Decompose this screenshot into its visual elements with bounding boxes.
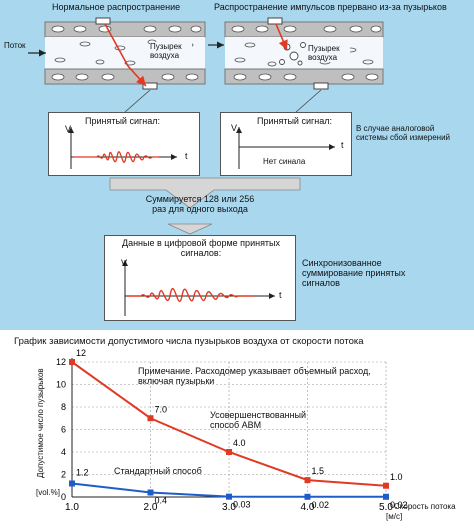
sum-arrow [109,177,301,209]
series-label-standard: Стандартный способ [114,466,202,476]
data-label: 0.02 [390,500,408,510]
right-pipe-title: Распространение импульсов прервано из-за… [214,2,447,12]
x-tick-label: 5.0 [379,502,393,513]
data-label: 0.4 [155,496,168,506]
series-label-improved: Усовершенствованный способ ABM [210,410,307,430]
x-tick-label: 3.0 [222,502,236,513]
v-axis-label-digital: V [121,258,128,268]
received-signal-box-left: Принятый сигнал: V t [48,112,200,176]
chart-note: Примечание. Расходомер указывает объемны… [138,366,371,386]
data-point [147,489,154,496]
y-tick-label: 8 [61,402,66,412]
sum-text: Суммируется 128 или 256 раз для одного в… [145,194,255,214]
t-axis-label-right: t [341,140,344,150]
y-tick-label: 6 [61,425,66,435]
y-tick-label: 4 [61,447,66,457]
data-label: 7.0 [155,404,168,414]
waveform-summed [122,260,275,316]
y-tick-label: 12 [56,357,66,367]
y-axis-unit: [vol.%] [36,488,61,497]
data-label: 0.02 [312,500,330,510]
data-point [69,480,75,487]
x-tick-label: 4.0 [301,502,315,513]
right-pipe [224,17,384,90]
data-point [69,359,75,365]
y-tick-label: 0 [61,492,66,502]
data-label: 1.2 [76,468,89,478]
v-axis-label-right: V [231,123,238,133]
y-tick-label: 2 [61,470,66,480]
received-signal-caption-left: Принятый сигнал: [85,116,161,126]
x-tick-label: 2.0 [144,502,158,513]
y-tick-label: 10 [56,380,66,390]
data-point [383,493,389,500]
data-point [226,449,232,455]
data-point [304,477,311,484]
x-tick-label: 1.0 [65,502,79,513]
v-axis-label-left: V [65,124,72,134]
data-label: 1.5 [312,466,325,476]
digital-signal-box: Данные в цифровой форме принятых сигнало… [104,235,296,321]
bubble-label-left: Пузырек воздуха [150,42,192,60]
flow-label: Поток [4,41,26,50]
data-label: 12 [76,348,86,358]
bubble-label-right: Пузырек воздуха [308,44,350,62]
received-signal-caption-right: Принятый сигнал: [257,116,333,126]
left-pipe-title: Нормальное распространение [52,2,181,12]
x-axis-unit: [м/с] [386,512,403,521]
data-point [383,482,389,489]
data-label: 0.03 [233,500,251,510]
y-axis-label: Допустимое число пузырьков [36,368,45,478]
data-point [226,493,232,500]
data-point [147,415,154,422]
waveform-left [68,127,177,169]
t-axis-label-digital: t [279,290,282,300]
digital-caption: Данные в цифровой форме принятых сигнало… [121,238,281,258]
received-signal-box-right: Принятый сигнал: V t Нет синала [220,112,352,176]
chart-title: График зависимости допустимого числа пуз… [14,336,364,347]
no-signal-label: Нет синала [263,157,306,166]
data-label: 1.0 [390,472,403,482]
flat-signal-right [236,127,335,169]
analog-note: В случае аналоговой системы сбой измерен… [356,124,451,142]
data-label: 4.0 [233,438,246,448]
data-point [304,493,311,500]
t-axis-label-left: t [185,151,188,161]
x-axis-label: Скорость потока [394,502,456,511]
sync-note: Синхронизованное суммирование принятых с… [302,258,406,288]
